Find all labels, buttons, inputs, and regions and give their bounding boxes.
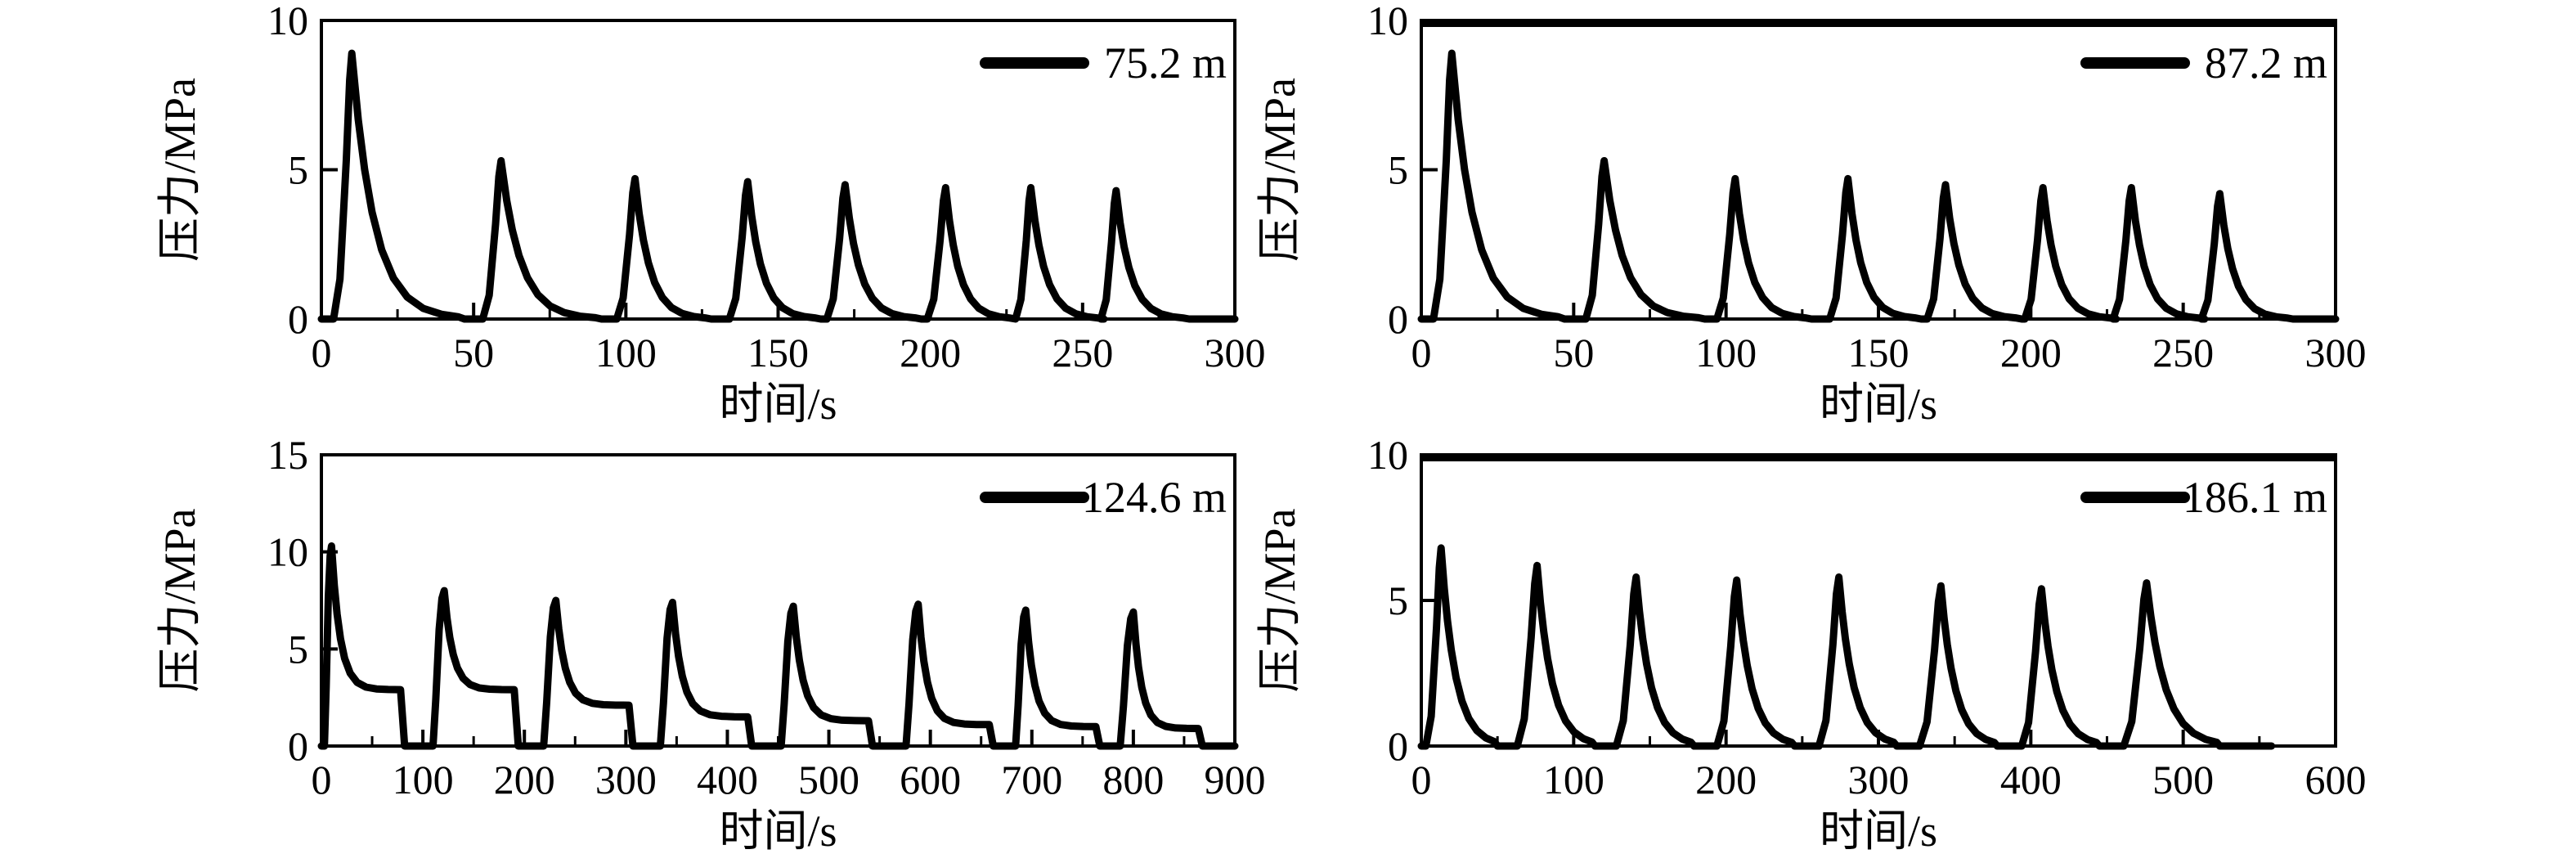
- x-tick-label: 0: [1411, 330, 1432, 375]
- y-axis-label: 压力/MPa: [155, 508, 204, 692]
- y-tick-label: 15: [267, 432, 308, 478]
- plot-frame: [1420, 19, 2337, 321]
- pressure-curve: [1417, 49, 2340, 323]
- x-tick-label: 800: [1102, 757, 1164, 802]
- y-tick-label: 5: [288, 147, 308, 193]
- x-tick-label: 500: [798, 757, 859, 802]
- x-tick-label: 600: [900, 757, 961, 802]
- x-tick-label: 900: [1205, 757, 1266, 802]
- x-tick-label: 100: [393, 757, 454, 802]
- y-tick-label: 10: [1367, 432, 1408, 478]
- y-tick-label: 0: [288, 296, 308, 342]
- y-tick-label: 10: [267, 0, 308, 43]
- plot-frame: [320, 19, 1236, 321]
- x-tick-label: 250: [1052, 330, 1113, 375]
- x-tick-label: 0: [312, 330, 332, 375]
- pressure-curve: [1417, 544, 2276, 750]
- pressure-curve: [317, 49, 1239, 323]
- x-axis-label: 时间/s: [719, 807, 837, 856]
- x-tick-label: 250: [2152, 330, 2214, 375]
- x-tick-label: 0: [312, 757, 332, 802]
- x-tick-label: 400: [697, 757, 758, 802]
- x-tick-label: 100: [1695, 330, 1757, 375]
- x-axis-label: 时间/s: [719, 380, 837, 429]
- pressure-curve: [317, 542, 1239, 750]
- x-tick-label: 0: [1411, 757, 1432, 802]
- x-tick-label: 50: [453, 330, 494, 375]
- x-tick-label: 300: [1205, 330, 1266, 375]
- y-tick-label: 5: [288, 626, 308, 672]
- x-tick-label: 600: [2305, 757, 2367, 802]
- y-tick-label: 5: [1388, 578, 1408, 623]
- x-tick-label: 700: [1001, 757, 1062, 802]
- x-tick-label: 200: [1695, 757, 1757, 802]
- x-axis-label: 时间/s: [1820, 807, 1937, 856]
- chart-0: 0 50 100 150 200 250 300 0 5 10 时间/s 压力/MPa 75.2 m: [155, 0, 1266, 429]
- y-tick-label: 0: [1388, 723, 1408, 769]
- legend-label: 186.1 m: [2183, 473, 2327, 522]
- y-tick-label: 0: [288, 723, 308, 769]
- y-axis-label: 压力/MPa: [1255, 78, 1304, 262]
- x-tick-label: 400: [2000, 757, 2062, 802]
- legend-label: 75.2 m: [1104, 38, 1227, 88]
- legend-label: 124.6 m: [1082, 473, 1227, 522]
- x-tick-label: 500: [2152, 757, 2214, 802]
- x-tick-label: 200: [494, 757, 555, 802]
- x-tick-label: 100: [595, 330, 657, 375]
- y-axis-label: 压力/MPa: [155, 78, 204, 262]
- x-tick-label: 300: [2305, 330, 2367, 375]
- y-tick-label: 10: [267, 529, 308, 575]
- x-tick-label: 300: [595, 757, 657, 802]
- x-tick-label: 100: [1543, 757, 1604, 802]
- x-tick-label: 50: [1553, 330, 1594, 375]
- y-tick-label: 0: [1388, 296, 1408, 342]
- legend-label: 87.2 m: [2205, 38, 2327, 88]
- chart-2: 0 100 200 300 400 500 600 700 800 900 0 5 10 15 时间/s 压力…: [155, 432, 1266, 856]
- y-tick-label: 10: [1367, 0, 1408, 43]
- y-tick-label: 5: [1388, 147, 1408, 193]
- chart-3: 0 100 200 300 400 500 600 0 5 10 时间/s 压力/MPa 186.1 m: [1255, 432, 2367, 856]
- y-axis-label: 压力/MPa: [1255, 508, 1304, 692]
- x-axis-label: 时间/s: [1820, 380, 1937, 429]
- chart-1: 0 50 100 150 200 250 300 0 5 10 时间/s 压力/MPa 87.2 m: [1255, 0, 2367, 429]
- x-tick-label: 150: [1848, 330, 1910, 375]
- x-tick-label: 300: [1848, 757, 1910, 802]
- x-tick-label: 150: [747, 330, 809, 375]
- x-tick-label: 200: [2000, 330, 2062, 375]
- x-tick-label: 200: [900, 330, 961, 375]
